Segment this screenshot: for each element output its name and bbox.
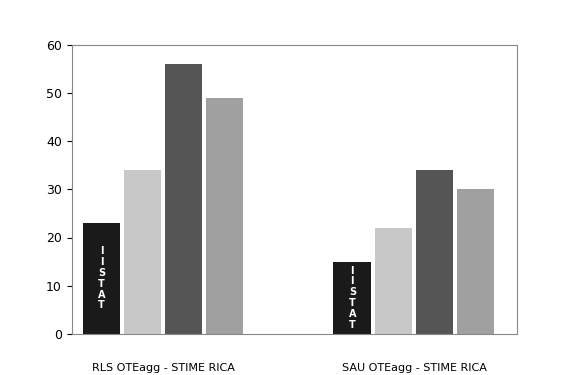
Text: SAU OTEagg - STIME RICA: SAU OTEagg - STIME RICA (342, 363, 486, 373)
Bar (457, 189, 494, 334)
Bar (165, 64, 203, 334)
Text: I
I
S
T
A
T: I I S T A T (98, 246, 105, 310)
Bar (83, 223, 121, 334)
Bar (416, 170, 453, 334)
Bar (123, 170, 161, 334)
Text: I
I
S
T
A
T: I I S T A T (348, 266, 356, 330)
Bar (205, 98, 243, 334)
Bar (333, 262, 371, 334)
Bar (374, 228, 412, 334)
Text: RLS OTEagg - STIME RICA: RLS OTEagg - STIME RICA (92, 363, 234, 373)
